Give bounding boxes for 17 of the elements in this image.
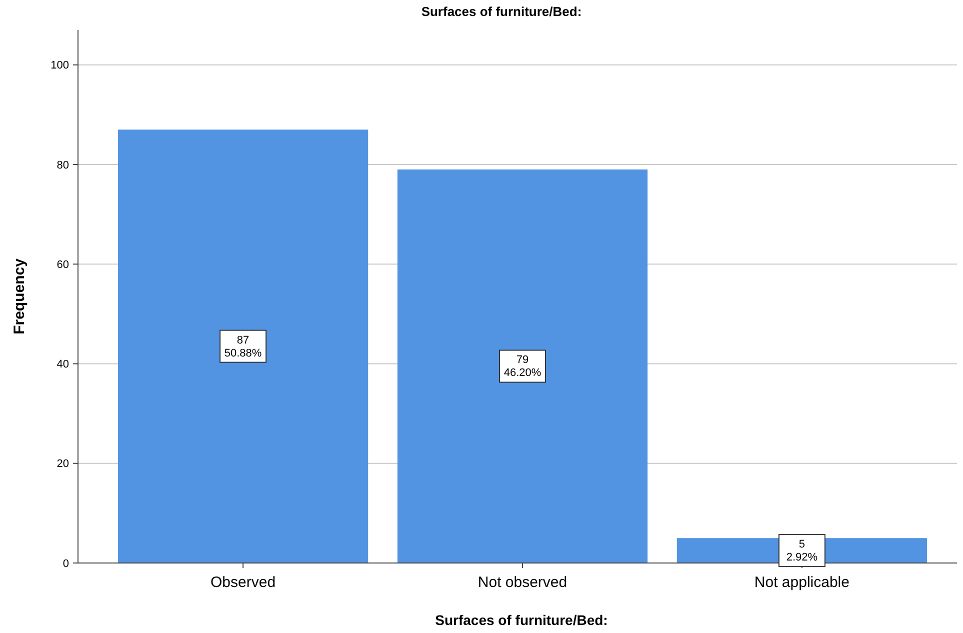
- x-tick-label: Not applicable: [754, 574, 850, 591]
- x-axis-title: Surfaces of furniture/Bed:: [435, 612, 608, 628]
- data-label: 87 50.88%: [224, 334, 262, 360]
- bar: [118, 130, 368, 563]
- y-tick-label: 80: [56, 159, 69, 172]
- y-tick-label: 0: [62, 558, 69, 570]
- chart-title: Surfaces of furniture/Bed:: [421, 4, 582, 19]
- x-tick-label: Observed: [210, 574, 276, 591]
- y-tick-label: 60: [56, 258, 69, 271]
- y-tick-label: 20: [56, 458, 69, 470]
- y-axis-title: Frequency: [11, 258, 28, 334]
- y-tick-label: 40: [56, 358, 69, 371]
- data-label: 79 46.20%: [504, 354, 542, 380]
- x-tick-label: Not observed: [478, 574, 568, 591]
- bar: [397, 169, 648, 563]
- y-tick-label: 100: [50, 60, 69, 72]
- data-label: 5 2.92%: [786, 538, 818, 564]
